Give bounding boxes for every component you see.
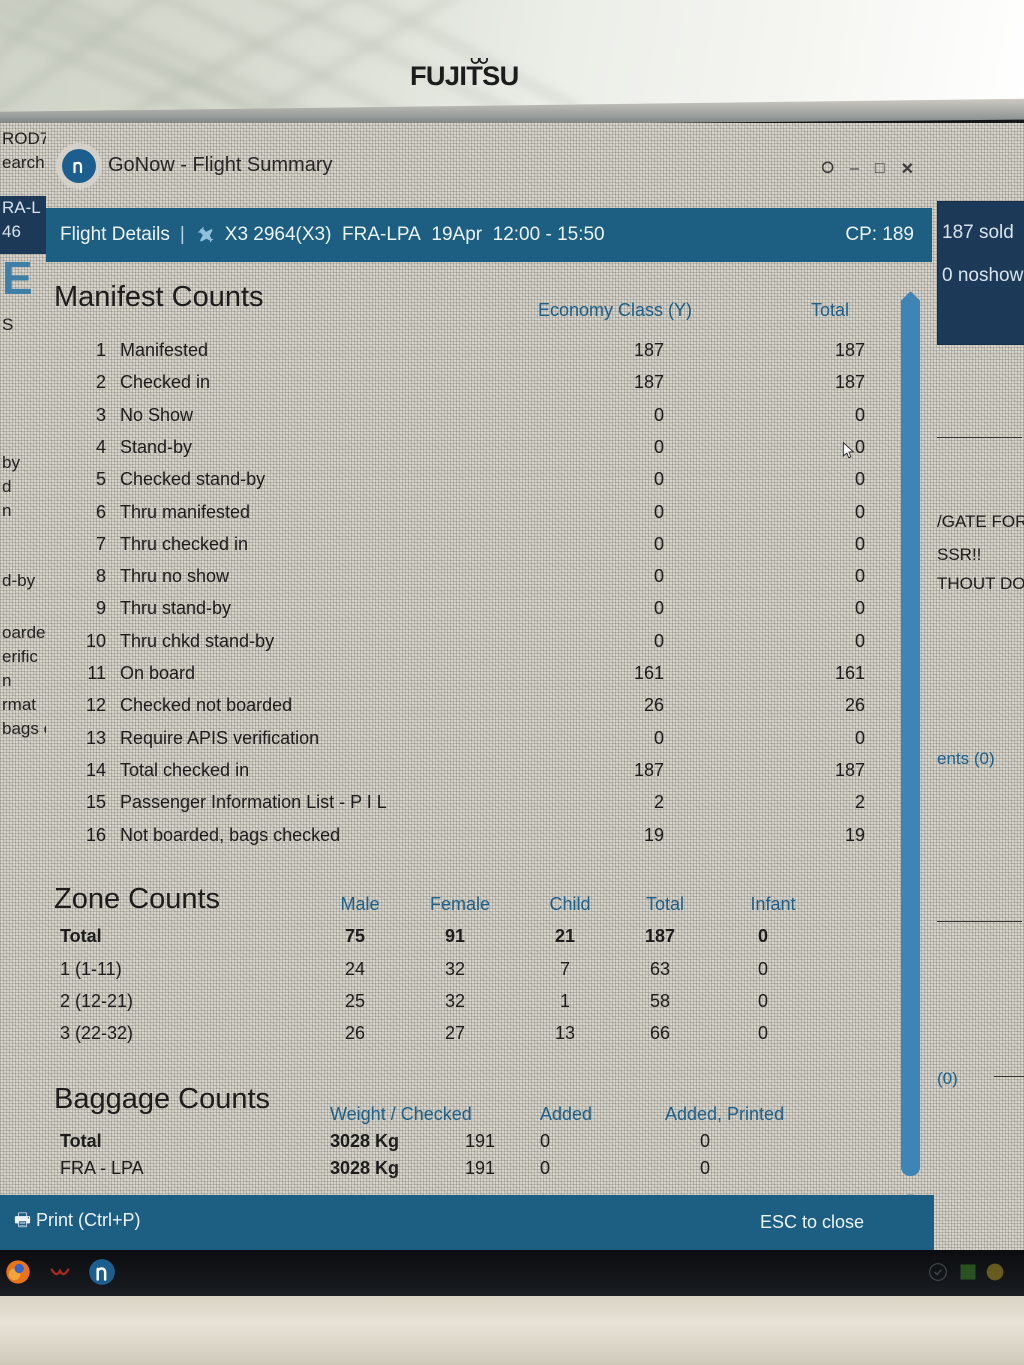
svg-text:FUJITSU: FUJITSU (410, 60, 519, 91)
